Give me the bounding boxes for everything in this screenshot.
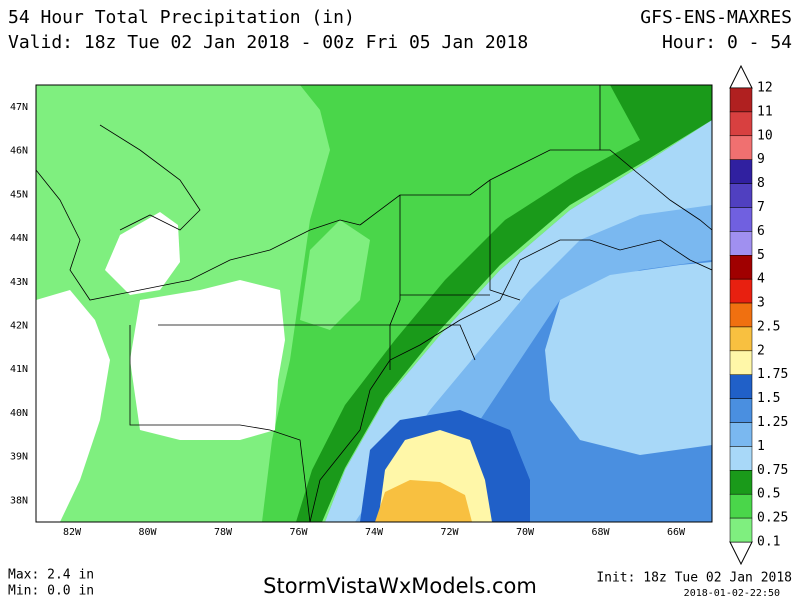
colorbar-label: 3 (757, 296, 765, 311)
colorbar-label: 1.75 (757, 367, 788, 382)
colorbar-label: 0.75 (757, 463, 788, 478)
colorbar-box (729, 517, 753, 543)
colorbar-label: 10 (757, 128, 773, 143)
coastline (309, 239, 712, 522)
no-precip (130, 280, 285, 440)
colorbar-box (729, 398, 753, 423)
title: 54 Hour Total Precipitation (in) (8, 7, 355, 28)
colorbar-label: 1.5 (757, 391, 780, 406)
precip-field (300, 220, 370, 330)
colorbar-box (729, 326, 753, 352)
colorbar-box (729, 183, 753, 208)
colorbar-box (729, 87, 753, 113)
coastline (359, 149, 712, 231)
no-precip (105, 212, 180, 295)
model-name: GFS-ENS-MAXRES (640, 7, 792, 28)
colorbar-box (729, 446, 753, 471)
min-value: Min: 0.0 in (8, 584, 94, 599)
colorbar-box (729, 470, 753, 495)
colorbar-label: 9 (757, 152, 765, 167)
lat-label: 45N (10, 189, 28, 200)
lon-label: 70W (516, 527, 535, 538)
site-name: StormVistaWxModels.com (263, 574, 537, 598)
colorbar-box (729, 231, 753, 256)
colorbar-label: 1 (757, 439, 765, 454)
colorbar-label: 1.25 (757, 415, 788, 430)
lat-label: 41N (10, 364, 28, 375)
map-frame (35, 84, 713, 523)
colorbar-box (729, 207, 753, 232)
colorbar-label: 5 (757, 248, 765, 263)
precip-field (296, 85, 712, 522)
colorbar-label: 0.5 (757, 487, 780, 502)
lon-label: 66W (667, 527, 686, 538)
colorbar-box (729, 135, 753, 160)
lat-label: 43N (10, 277, 28, 288)
lon-label: 82W (63, 527, 82, 538)
colorbar: 12 11 10 9 8 7 6 5 4 3 2.5 2 1.75 1.5 1.25 1 0.75 0.5 0.25… (729, 64, 788, 566)
colorbar-label: 2 (757, 343, 765, 358)
lat-label: 40N (10, 408, 28, 419)
colorbar-box (729, 278, 753, 304)
colorbar-box (729, 493, 753, 519)
colorbar-label: 0.1 (757, 535, 780, 550)
lon-label: 68W (591, 527, 610, 538)
lat-label: 39N (10, 452, 28, 463)
colorbar-label: 11 (757, 104, 773, 119)
colorbar-label: 7 (757, 200, 765, 215)
colorbar-label: 4 (757, 272, 765, 287)
colorbar-arrow (729, 64, 753, 89)
colorbar-box (729, 422, 753, 447)
colorbar-label: 6 (757, 224, 765, 239)
colorbar-arrow (729, 541, 753, 566)
colorbar-box (729, 159, 753, 184)
map (35, 84, 713, 523)
lon-label: 78W (214, 527, 233, 538)
colorbar-box (729, 350, 753, 375)
lon-label: 80W (138, 527, 157, 538)
valid-time: Valid: 18z Tue 02 Jan 2018 - 00z Fri 05 … (8, 32, 528, 53)
lat-label: 38N (10, 495, 28, 506)
precip-field (262, 85, 712, 522)
colorbar-label: 2.5 (757, 319, 780, 334)
lat-label: 42N (10, 321, 28, 332)
colorbar-box (729, 374, 753, 399)
max-value: Max: 2.4 in (8, 568, 94, 583)
lat-label: 47N (10, 102, 28, 113)
lat-label: 46N (10, 146, 28, 157)
init-time: Init: 18z Tue 02 Jan 2018 (596, 571, 792, 586)
precip-field (545, 262, 712, 455)
coastline (36, 169, 361, 301)
colorbar-label: 0.25 (757, 511, 788, 526)
no-precip (36, 290, 110, 522)
coastline (99, 124, 201, 231)
colorbar-box (729, 255, 753, 280)
timestamp: 2018-01-02-22:50 (684, 588, 780, 599)
state-border (129, 325, 311, 522)
colorbar-box (729, 111, 753, 137)
colorbar-label: 8 (757, 176, 765, 191)
hour-range: Hour: 0 - 54 (662, 32, 792, 53)
colorbar-label: 12 (757, 81, 773, 96)
state-border (489, 180, 521, 301)
precip-field (375, 480, 472, 522)
lon-label: 76W (289, 527, 308, 538)
lon-label: 72W (440, 527, 459, 538)
lon-label: 74W (365, 527, 384, 538)
colorbar-box (729, 302, 753, 328)
lat-label: 44N (10, 233, 28, 244)
state-border (389, 195, 401, 370)
